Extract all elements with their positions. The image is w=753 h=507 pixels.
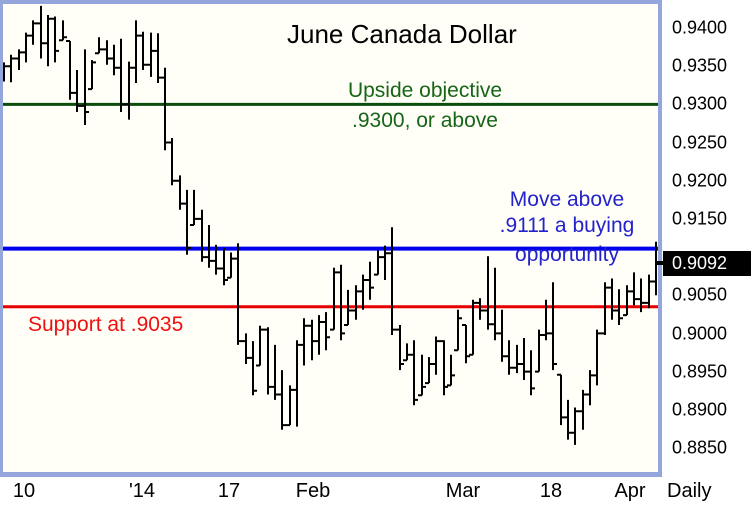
support-annotation: Support at .9035 <box>28 313 184 336</box>
price-axis-label: 0.9350 <box>672 55 728 76</box>
price-chart-svg <box>3 5 658 445</box>
chart-title: June Canada Dollar <box>287 19 517 49</box>
buy-annotation-line3: opportunity <box>515 243 619 266</box>
upside-objective-annotation-line1: Upside objective <box>347 79 503 102</box>
price-axis: 0.9092 0.9400 0.9350 0.9300 0.9250 0.9200 0.9… <box>662 0 753 477</box>
time-axis-label: Mar <box>445 480 481 502</box>
time-axis-label: 18 <box>539 480 563 502</box>
timeframe-label: Daily <box>667 480 712 502</box>
price-chart-panel <box>0 0 662 477</box>
buy-annotation-line1: Move above <box>509 188 625 211</box>
time-axis-label: 10 <box>12 480 36 502</box>
buy-annotation-line2: .9111 a buying <box>499 214 635 237</box>
price-axis-label: 0.8850 <box>672 437 728 458</box>
price-axis-label: 0.9150 <box>672 208 728 229</box>
time-axis-label: '14 <box>128 480 156 502</box>
price-axis-label: 0.9250 <box>672 132 728 153</box>
price-axis-label: 0.9000 <box>672 323 728 344</box>
price-axis-label: 0.8900 <box>672 399 728 420</box>
price-axis-label: 0.9400 <box>672 17 728 38</box>
time-axis-label: Apr <box>614 480 646 502</box>
time-axis: Daily 10 '14 17 Feb Mar 18 Apr <box>0 477 753 507</box>
time-axis-label: 17 <box>217 480 241 502</box>
ohlc-bars <box>3 5 658 445</box>
upside-objective-annotation-line2: .9300, or above <box>352 109 498 132</box>
time-axis-label: Feb <box>295 480 331 502</box>
price-axis-label: 0.9300 <box>672 93 728 114</box>
price-axis-label: 0.8950 <box>672 361 728 382</box>
current-price-tick <box>655 261 667 265</box>
current-price-badge: 0.9092 <box>663 251 751 276</box>
price-axis-label: 0.9050 <box>672 284 728 305</box>
price-axis-label: 0.9200 <box>672 170 728 191</box>
